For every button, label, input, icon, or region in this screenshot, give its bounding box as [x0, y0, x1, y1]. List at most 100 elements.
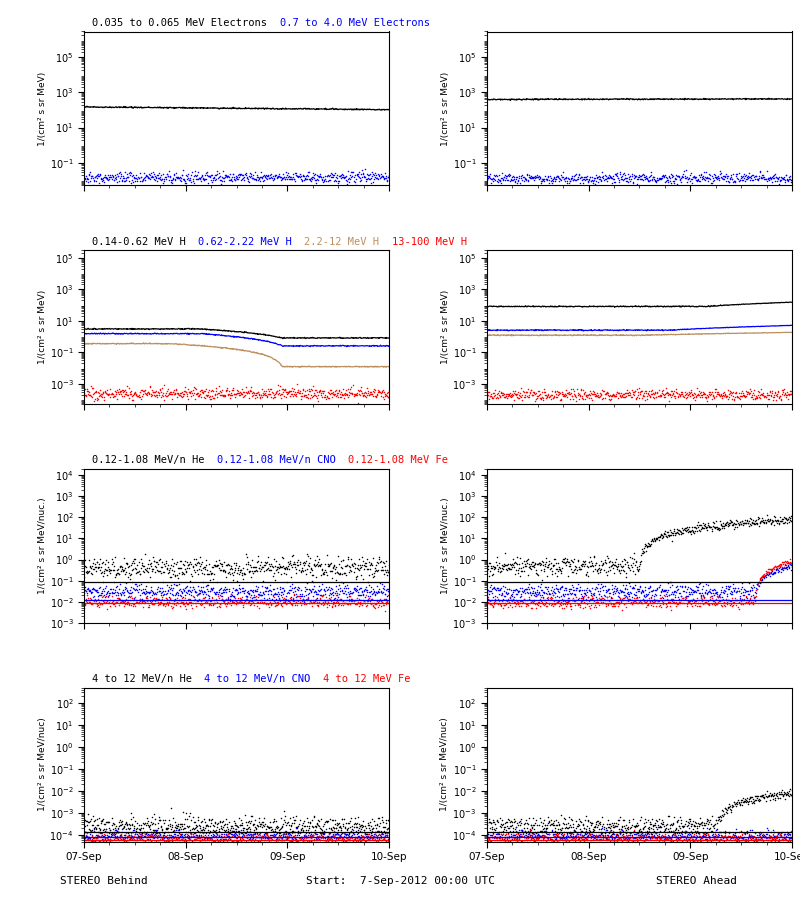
Point [194, 554, 207, 568]
Point [370, 172, 383, 186]
Point [749, 582, 762, 597]
Point [601, 170, 614, 184]
Point [766, 516, 778, 530]
Point [587, 170, 600, 184]
Point [764, 563, 777, 578]
Point [244, 590, 257, 605]
Point [336, 832, 349, 847]
Point [734, 793, 746, 807]
Point [723, 832, 736, 846]
Point [92, 828, 105, 842]
Point [286, 387, 299, 401]
Point [302, 382, 314, 397]
Point [784, 827, 797, 842]
Point [770, 563, 782, 578]
Point [697, 388, 710, 402]
Point [296, 828, 309, 842]
Point [355, 555, 368, 570]
Point [310, 169, 322, 184]
Point [175, 595, 188, 609]
Point [712, 832, 725, 846]
Point [538, 594, 550, 608]
Point [201, 821, 214, 835]
Point [578, 554, 591, 568]
Point [158, 814, 170, 829]
Point [318, 562, 331, 576]
Point [362, 827, 375, 842]
Point [615, 832, 628, 847]
Point [498, 817, 511, 832]
Point [621, 828, 634, 842]
Point [274, 833, 287, 848]
Point [358, 565, 370, 580]
Point [653, 529, 666, 544]
Point [573, 579, 586, 593]
Point [376, 558, 389, 572]
Point [229, 824, 242, 839]
Point [302, 832, 314, 846]
Point [109, 831, 122, 845]
Point [294, 828, 306, 842]
Point [584, 826, 597, 841]
Point [534, 171, 546, 185]
Point [319, 814, 332, 829]
Point [214, 590, 226, 605]
Point [150, 560, 162, 574]
Point [140, 559, 153, 573]
Point [105, 168, 118, 183]
Point [660, 584, 673, 598]
Point [93, 824, 106, 839]
Point [174, 560, 187, 574]
Point [94, 830, 107, 844]
Point [483, 555, 496, 570]
Point [202, 597, 214, 611]
Point [730, 832, 743, 847]
Point [189, 820, 202, 834]
Point [246, 810, 258, 824]
Point [730, 595, 743, 609]
Point [538, 171, 550, 185]
Point [84, 815, 97, 830]
Point [213, 580, 226, 595]
Point [726, 518, 738, 533]
Point [194, 584, 206, 598]
Point [772, 832, 785, 846]
Point [120, 813, 133, 827]
Point [550, 832, 563, 847]
Point [674, 596, 687, 610]
Point [567, 560, 580, 574]
Point [247, 832, 260, 847]
Point [604, 832, 617, 846]
Point [625, 587, 638, 601]
Point [581, 169, 594, 184]
Point [691, 830, 704, 844]
Point [132, 828, 145, 842]
Point [716, 587, 729, 601]
Point [745, 169, 758, 184]
Point [740, 514, 753, 528]
Point [352, 172, 365, 186]
Point [342, 383, 355, 398]
Point [154, 827, 167, 842]
Point [218, 554, 231, 569]
Point [511, 596, 524, 610]
Point [315, 817, 328, 832]
Point [234, 834, 247, 849]
Point [359, 833, 372, 848]
Point [514, 171, 526, 185]
Point [84, 834, 97, 849]
Point [738, 387, 750, 401]
Point [640, 824, 653, 838]
Point [219, 831, 232, 845]
Point [623, 598, 636, 613]
Point [97, 584, 110, 598]
Point [175, 171, 188, 185]
Point [702, 581, 715, 596]
Point [238, 593, 251, 608]
Point [278, 582, 291, 597]
Point [642, 830, 654, 844]
Point [86, 832, 98, 847]
Point [326, 599, 338, 614]
Point [118, 819, 130, 833]
Point [708, 826, 721, 841]
